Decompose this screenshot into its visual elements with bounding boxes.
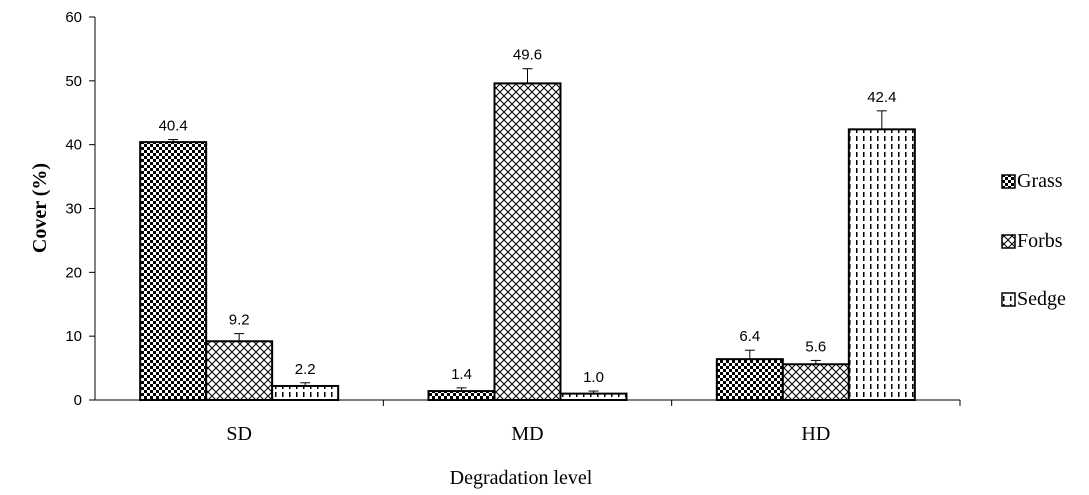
y-axis-title: Cover (%) <box>29 163 51 253</box>
bar-sedge <box>847 128 916 401</box>
y-tick-label: 30 <box>65 201 82 218</box>
data-label: 2.2 <box>295 361 316 378</box>
y-tick-label: 40 <box>65 137 82 154</box>
y-tick-label: 0 <box>74 392 82 409</box>
data-label: 5.6 <box>805 338 826 355</box>
legend-label: Forbs <box>1017 230 1063 252</box>
x-tick-label: SD <box>226 423 252 445</box>
y-tick-label: 50 <box>65 73 82 90</box>
x-tick-labels: SD MD HD <box>226 400 961 445</box>
data-label: 1.0 <box>583 369 604 386</box>
x-tick-label: HD <box>801 423 830 445</box>
legend: Grass Forbs Sedge <box>1001 170 1066 310</box>
bar-grass <box>139 141 208 401</box>
bar-sedge <box>271 384 340 401</box>
data-label: 6.4 <box>739 328 760 345</box>
data-label: 42.4 <box>867 89 896 106</box>
y-tick-label: 60 <box>65 9 82 26</box>
x-tick-label: MD <box>511 423 543 445</box>
bar-forbs <box>493 82 562 402</box>
legend-swatch-sedge <box>1001 292 1016 307</box>
bar-sedge <box>559 392 628 402</box>
bar-forbs <box>781 363 850 401</box>
y-tick-label: 10 <box>65 328 82 345</box>
error-bars <box>168 68 887 394</box>
data-label: 49.6 <box>513 47 542 64</box>
legend-swatch-grass <box>1001 174 1016 189</box>
data-label: 9.2 <box>229 312 250 329</box>
y-tick-label: 20 <box>65 264 82 281</box>
x-axis-title: Degradation level <box>450 467 593 489</box>
bar-forbs <box>205 340 274 402</box>
y-ticks: 0 10 20 30 40 50 60 <box>65 9 95 409</box>
bar-grass <box>715 358 784 401</box>
bars <box>139 82 916 402</box>
data-label: 1.4 <box>451 366 472 383</box>
legend-label: Grass <box>1017 170 1063 192</box>
bar-grass <box>427 390 496 401</box>
data-labels: 40.4 9.2 2.2 1.4 49.6 1.0 6.4 5.6 42.4 <box>159 47 897 386</box>
data-label: 40.4 <box>159 118 188 135</box>
legend-label: Sedge <box>1017 288 1066 310</box>
legend-swatch-forbs <box>1001 234 1016 249</box>
